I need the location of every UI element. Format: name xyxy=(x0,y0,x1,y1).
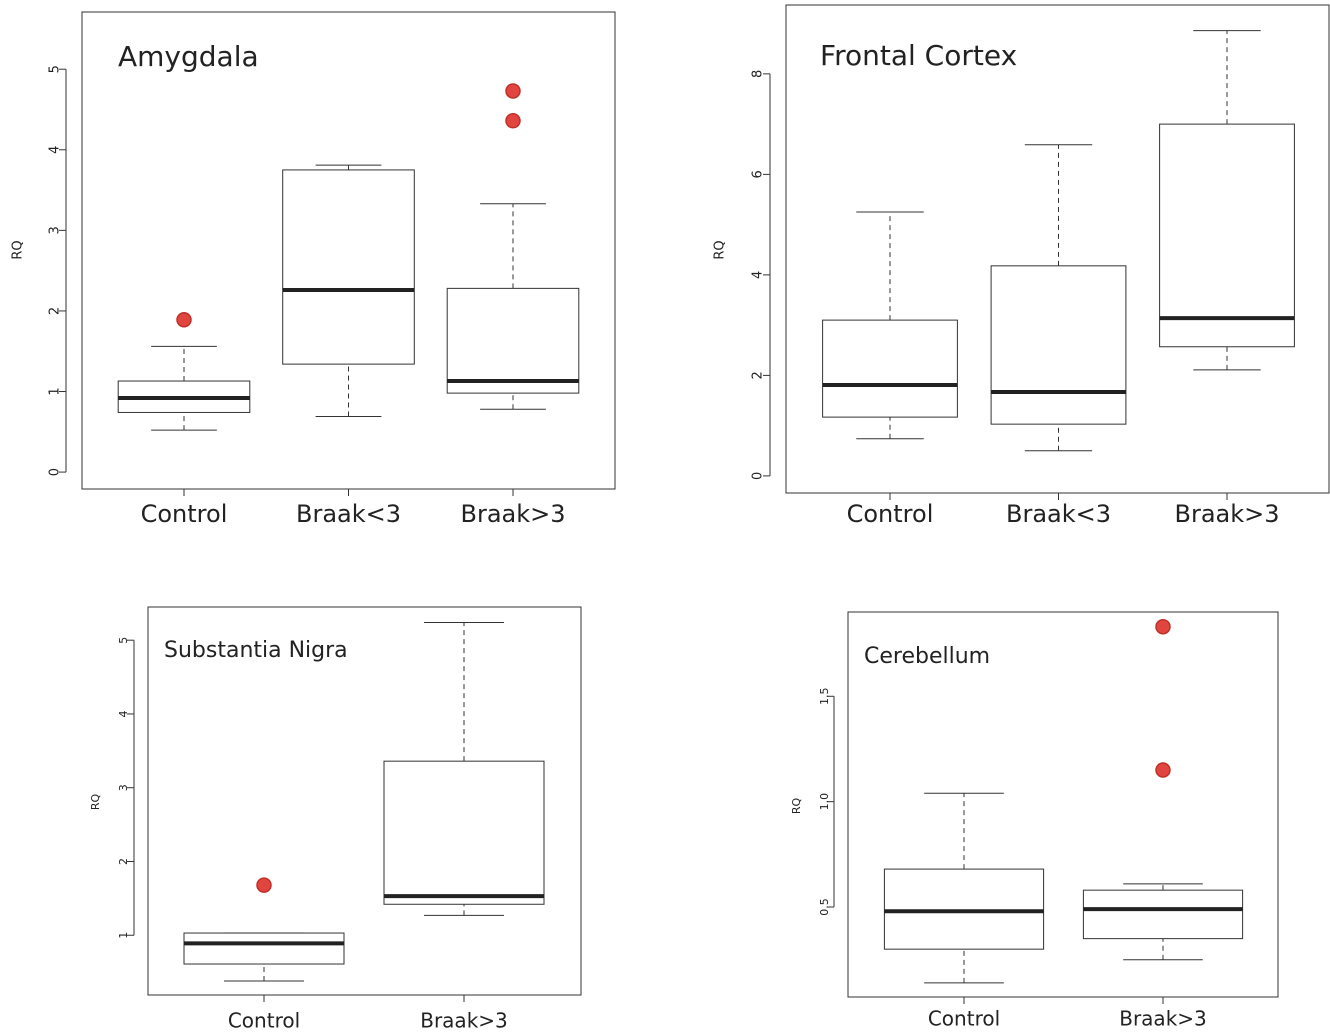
x-tick-label: Control xyxy=(228,1009,300,1033)
x-tick-label: Braak<3 xyxy=(1006,500,1111,528)
y-tick-label: 4 xyxy=(117,710,130,717)
y-tick-label: 8 xyxy=(751,70,766,78)
x-tick-label: Braak>3 xyxy=(420,1009,508,1033)
chart-title: Amygdala xyxy=(118,40,259,73)
x-tick-label: Braak>3 xyxy=(1174,500,1279,528)
y-tick-label: 1 xyxy=(117,932,130,939)
y-tick-label: 0 xyxy=(751,472,766,480)
chart-title: Substantia Nigra xyxy=(164,638,348,663)
box xyxy=(446,287,580,394)
y-axis-label: RQ xyxy=(11,240,26,259)
y-tick-label: 1.0 xyxy=(818,793,831,811)
x-tick-label: Braak>3 xyxy=(1119,1007,1207,1031)
x-tick-label: Control xyxy=(847,500,934,528)
box xyxy=(822,319,958,418)
y-tick-label: 5 xyxy=(117,637,130,644)
y-axis-label: RQ xyxy=(790,798,803,815)
outlier xyxy=(176,312,192,328)
x-tick-label: Control xyxy=(141,500,228,528)
y-tick-label: 0 xyxy=(48,468,63,476)
outlier xyxy=(505,113,521,129)
y-tick-label: 1 xyxy=(48,387,63,395)
chart-title: Frontal Cortex xyxy=(820,39,1017,72)
y-tick-label: 4 xyxy=(48,146,63,154)
box xyxy=(383,760,545,905)
y-tick-label: 6 xyxy=(751,170,766,178)
y-tick-label: 2 xyxy=(751,371,766,379)
y-tick-label: 4 xyxy=(751,271,766,279)
y-tick-label: 1.5 xyxy=(818,688,831,706)
plot-frame xyxy=(785,4,1330,494)
y-tick-label: 5 xyxy=(48,65,63,73)
y-tick-label: 0.5 xyxy=(818,898,831,916)
chart-title: Cerebellum xyxy=(864,644,990,669)
box xyxy=(282,169,415,365)
y-axis-label: RQ xyxy=(713,240,728,259)
outlier xyxy=(1155,762,1171,778)
box xyxy=(183,932,345,965)
x-tick-label: Braak<3 xyxy=(296,500,401,528)
y-tick-label: 2 xyxy=(48,307,63,315)
y-tick-label: 3 xyxy=(117,784,130,791)
y-tick-label: 2 xyxy=(117,858,130,865)
plot-frame xyxy=(147,606,582,996)
box xyxy=(1159,123,1295,348)
x-tick-label: Control xyxy=(928,1007,1000,1031)
outlier xyxy=(505,83,521,99)
box xyxy=(883,868,1045,950)
y-tick-label: 3 xyxy=(48,226,63,234)
y-axis-label: RQ xyxy=(89,794,102,811)
x-tick-label: Braak>3 xyxy=(460,500,565,528)
outlier xyxy=(256,877,272,893)
outlier xyxy=(1155,619,1171,635)
plot-frame xyxy=(847,611,1279,998)
box xyxy=(990,265,1127,425)
box xyxy=(1082,889,1244,940)
